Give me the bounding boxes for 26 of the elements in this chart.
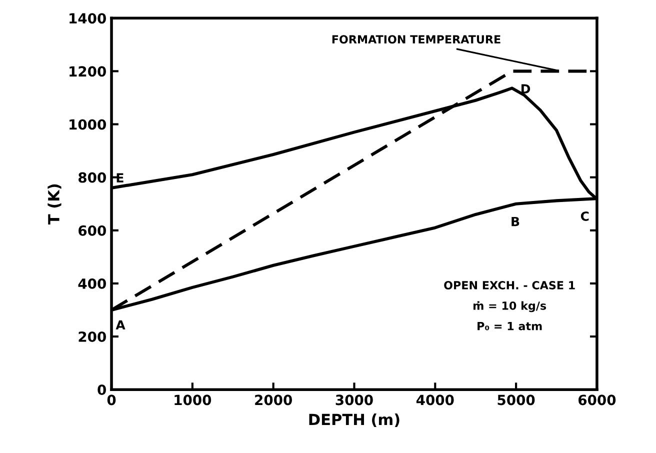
x-tick-label: 2000 <box>255 394 292 406</box>
x-tick-label: 1000 <box>174 394 212 406</box>
annotation: ṁ = 10 kg/s <box>474 301 546 312</box>
annotation: B <box>512 216 520 226</box>
annotation: D <box>521 84 530 94</box>
x-tick-label: 6000 <box>578 394 616 406</box>
annotation: P₀ = 1 atm <box>478 322 542 330</box>
annotation: C <box>580 211 589 221</box>
x-tick-label: 4000 <box>416 394 454 406</box>
x-axis-title: DEPTH (m) <box>309 413 400 428</box>
y-tick-label: 200 <box>78 331 106 342</box>
x-tick-label: 0 <box>107 394 116 406</box>
x-tick-label: 3000 <box>336 394 373 406</box>
annotation: OPEN EXCH. - CASE 1 <box>444 281 575 290</box>
y-tick-label: 800 <box>78 172 106 183</box>
y-axis-title: T (K) <box>48 184 62 225</box>
y-tick-label: 1400 <box>70 13 106 24</box>
y-tick-label: 1000 <box>70 119 106 130</box>
annotation: FORMATION TEMPERATURE <box>332 35 500 44</box>
x-tick-label: 5000 <box>498 394 535 406</box>
y-tick-label: 1200 <box>70 66 106 77</box>
y-tick-label: 600 <box>78 225 106 236</box>
y-tick-label: 400 <box>78 278 106 289</box>
annotation: E <box>116 173 124 182</box>
annotation: A <box>116 320 126 330</box>
y-tick-label: 0 <box>98 384 106 396</box>
